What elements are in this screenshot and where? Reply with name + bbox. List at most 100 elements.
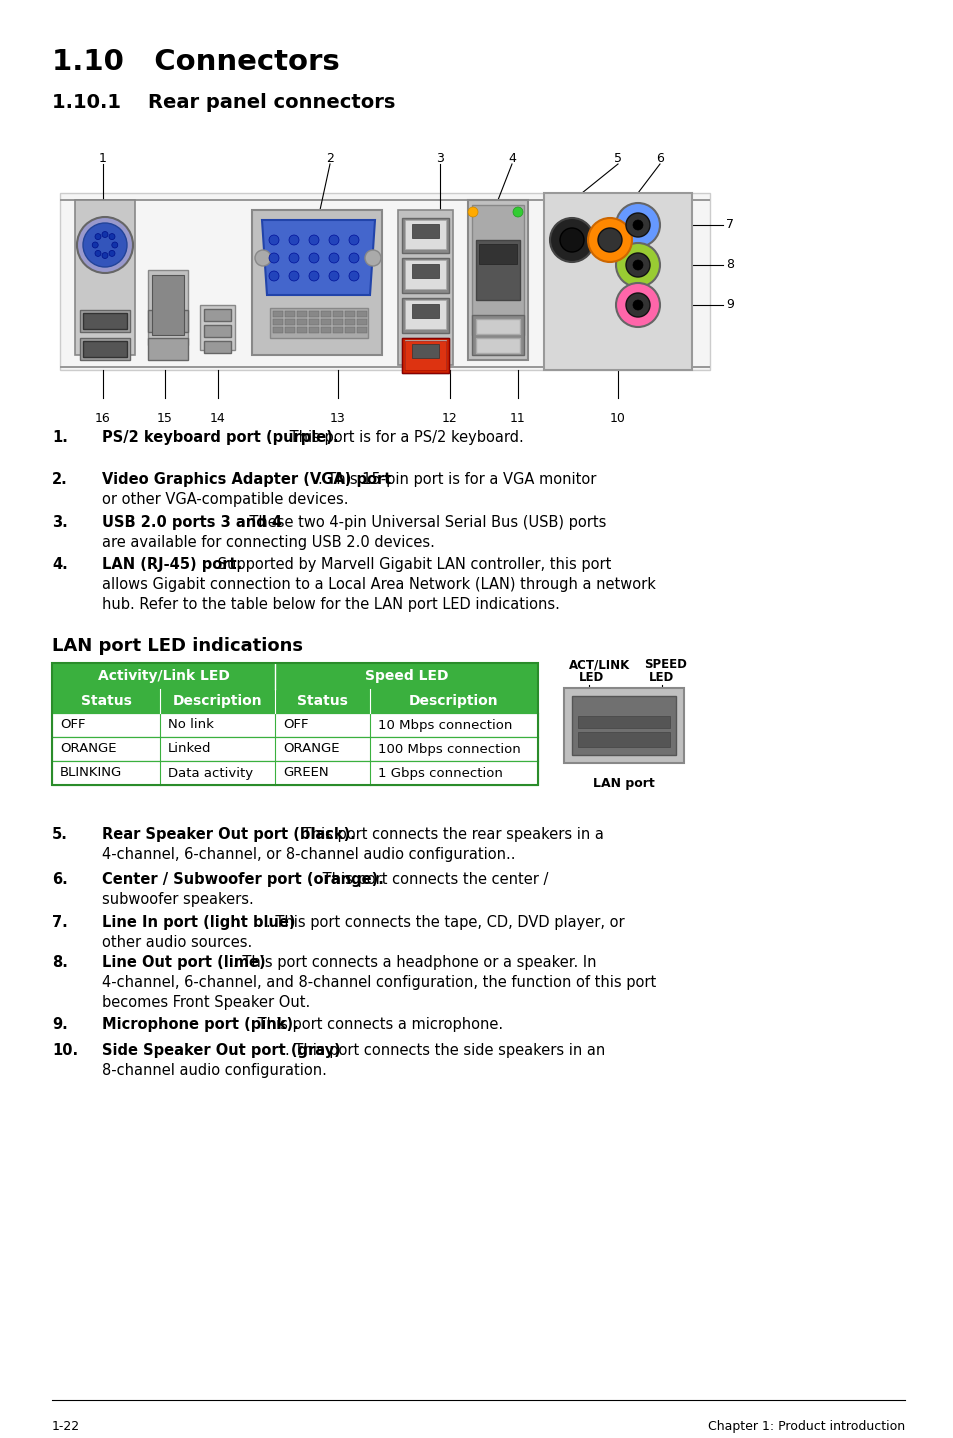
Bar (412, 265, 438, 278)
Text: 1.10.1    Rear panel connectors: 1.10.1 Rear panel connectors (52, 93, 395, 112)
Text: Data activity: Data activity (168, 766, 253, 779)
Text: 4-channel, 6-channel, or 8-channel audio configuration..: 4-channel, 6-channel, or 8-channel audio… (102, 847, 515, 861)
Bar (401, 298, 449, 334)
Circle shape (254, 250, 271, 266)
Bar (401, 257, 449, 293)
Text: 4.: 4. (52, 557, 68, 572)
Circle shape (77, 217, 132, 273)
Text: Chapter 1: Product introduction: Chapter 1: Product introduction (707, 1419, 904, 1434)
Bar (468, 200, 527, 360)
Text: ORANGE: ORANGE (60, 742, 116, 755)
Text: or other VGA-compatible devices.: or other VGA-compatible devices. (102, 492, 348, 508)
Text: This port connects a microphone.: This port connects a microphone. (253, 1017, 502, 1032)
Text: 1: 1 (99, 152, 107, 165)
Bar (472, 315, 523, 355)
Text: . This port connects the tape, CD, DVD player, or: . This port connects the tape, CD, DVD p… (266, 915, 623, 930)
Circle shape (633, 220, 642, 230)
Text: 14: 14 (210, 413, 226, 426)
Bar (285, 319, 294, 325)
Text: 3.: 3. (52, 515, 68, 531)
Circle shape (633, 260, 642, 270)
Circle shape (468, 207, 477, 217)
Circle shape (616, 203, 659, 247)
Text: . This port connects the side speakers in an: . This port connects the side speakers i… (285, 1043, 605, 1058)
Bar (333, 326, 343, 334)
Text: 5: 5 (614, 152, 621, 165)
Text: hub. Refer to the table below for the LAN port LED indications.: hub. Refer to the table below for the LA… (102, 597, 559, 613)
Bar (543, 193, 691, 370)
Text: This port is for a PS/2 keyboard.: This port is for a PS/2 keyboard. (285, 430, 523, 444)
Circle shape (95, 250, 101, 256)
Bar (60, 198, 709, 201)
Text: No link: No link (168, 719, 213, 732)
Circle shape (587, 219, 631, 262)
Text: SPEED: SPEED (643, 659, 686, 672)
Bar (356, 326, 367, 334)
Text: 8-channel audio configuration.: 8-channel audio configuration. (102, 1063, 327, 1078)
Bar (345, 311, 355, 316)
Bar (401, 338, 449, 372)
Bar (80, 311, 130, 332)
Text: USB 2.0 ports 3 and 4: USB 2.0 ports 3 and 4 (102, 515, 282, 531)
Circle shape (633, 301, 642, 311)
Bar (405, 341, 446, 370)
Bar (60, 367, 709, 368)
Text: 6.: 6. (52, 871, 68, 887)
Text: 9: 9 (725, 299, 733, 312)
Text: This port connects the center /: This port connects the center / (317, 871, 548, 887)
Text: Line In port (light blue): Line In port (light blue) (102, 915, 295, 930)
Text: LAN port LED indications: LAN port LED indications (52, 637, 303, 654)
Bar (148, 338, 188, 360)
Text: 6: 6 (656, 152, 663, 165)
Text: Supported by Marvell Gigabit LAN controller, this port: Supported by Marvell Gigabit LAN control… (213, 557, 611, 572)
Circle shape (550, 219, 594, 262)
Text: 3: 3 (436, 152, 443, 165)
Text: 2.: 2. (52, 472, 68, 487)
Bar (285, 311, 294, 316)
Text: 15: 15 (157, 413, 172, 426)
Bar (333, 311, 343, 316)
Bar (401, 338, 449, 372)
Text: allows Gigabit connection to a Local Area Network (LAN) through a network: allows Gigabit connection to a Local Are… (102, 577, 656, 592)
Text: becomes Front Speaker Out.: becomes Front Speaker Out. (102, 995, 310, 1009)
Text: 100 Mbps connection: 100 Mbps connection (377, 742, 520, 755)
Text: PS/2 keyboard port (purple).: PS/2 keyboard port (purple). (102, 430, 338, 444)
Text: subwoofer speakers.: subwoofer speakers. (102, 892, 253, 907)
Bar (309, 311, 318, 316)
Bar (52, 713, 537, 738)
Text: Center / Subwoofer port (orange).: Center / Subwoofer port (orange). (102, 871, 383, 887)
Circle shape (102, 232, 108, 237)
Bar (200, 305, 234, 349)
Text: Description: Description (409, 695, 498, 707)
Bar (412, 224, 438, 239)
Text: other audio sources.: other audio sources. (102, 935, 252, 951)
Text: 2: 2 (326, 152, 334, 165)
Bar (273, 311, 283, 316)
Bar (204, 341, 231, 352)
Text: OFF: OFF (60, 719, 86, 732)
Circle shape (309, 253, 318, 263)
Text: LED: LED (648, 672, 674, 684)
Text: 10 Mbps connection: 10 Mbps connection (377, 719, 512, 732)
Bar (52, 689, 537, 713)
Bar (478, 244, 517, 265)
Bar (320, 326, 331, 334)
Bar (476, 338, 519, 352)
Bar (345, 319, 355, 325)
Bar (476, 319, 519, 334)
Text: 10: 10 (609, 413, 625, 426)
Text: This port connects the rear speakers in a: This port connects the rear speakers in … (298, 827, 604, 843)
Text: 4-channel, 6-channel, and 8-channel configuration, the function of this port: 4-channel, 6-channel, and 8-channel conf… (102, 975, 656, 989)
Circle shape (349, 270, 358, 280)
Bar (397, 210, 453, 365)
Bar (83, 313, 127, 329)
Bar (405, 260, 446, 289)
Circle shape (365, 250, 380, 266)
Circle shape (625, 293, 649, 316)
Text: GREEN: GREEN (283, 766, 328, 779)
Text: Linked: Linked (168, 742, 212, 755)
Bar (401, 219, 449, 253)
Circle shape (102, 253, 108, 259)
Text: Microphone port (pink).: Microphone port (pink). (102, 1017, 298, 1032)
Text: 5.: 5. (52, 827, 68, 843)
